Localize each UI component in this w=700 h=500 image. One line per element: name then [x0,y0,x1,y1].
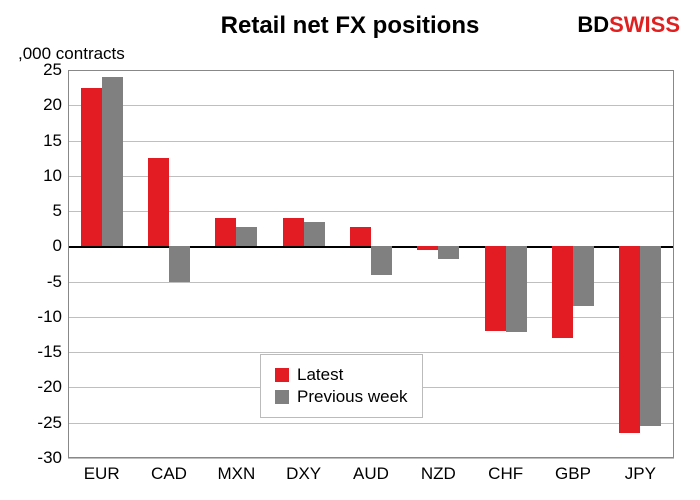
legend-swatch [275,368,289,382]
bar [640,246,661,426]
y-tick-label: 15 [24,131,62,151]
bar [573,246,594,306]
x-tick-label: CAD [151,464,187,484]
y-tick-label: 5 [24,201,62,221]
bar [283,218,304,246]
gridline [68,423,674,424]
gridline [68,70,674,71]
y-tick-label: 0 [24,236,62,256]
logo-part-swiss: SWISS [609,12,680,37]
y-tick-label: 25 [24,60,62,80]
bar [215,218,236,246]
bar [506,246,527,332]
legend: LatestPrevious week [260,354,423,418]
x-tick-label: NZD [421,464,456,484]
y-tick-label: 10 [24,166,62,186]
bar [102,77,123,246]
x-tick-label: EUR [84,464,120,484]
bar [304,222,325,247]
gridline [68,105,674,106]
bar [148,158,169,246]
bar [485,246,506,331]
logo-part-bd: BD [577,12,609,37]
bar [169,246,190,281]
bar [350,227,371,247]
x-tick-label: DXY [286,464,321,484]
gridline [68,141,674,142]
bar [81,88,102,247]
x-tick-label: GBP [555,464,591,484]
legend-label: Latest [297,365,343,385]
chart-container: Retail net FX positions BDSWISS ,000 con… [0,0,700,500]
x-tick-label: AUD [353,464,389,484]
y-tick-label: 20 [24,95,62,115]
bar [417,246,438,250]
legend-row: Latest [275,365,408,385]
y-tick-label: -25 [24,413,62,433]
y-tick-label: -10 [24,307,62,327]
bar [438,246,459,259]
bar [619,246,640,433]
x-tick-label: CHF [488,464,523,484]
gridline [68,317,674,318]
legend-swatch [275,390,289,404]
y-tick-label: -20 [24,377,62,397]
y-tick-label: -5 [24,272,62,292]
bar [371,246,392,274]
bar [236,227,257,246]
bar [552,246,573,338]
legend-row: Previous week [275,387,408,407]
x-tick-label: MXN [217,464,255,484]
brand-logo: BDSWISS [577,12,680,38]
gridline [68,458,674,459]
y-tick-label: -15 [24,342,62,362]
y-tick-label: -30 [24,448,62,468]
legend-label: Previous week [297,387,408,407]
x-tick-label: JPY [625,464,656,484]
